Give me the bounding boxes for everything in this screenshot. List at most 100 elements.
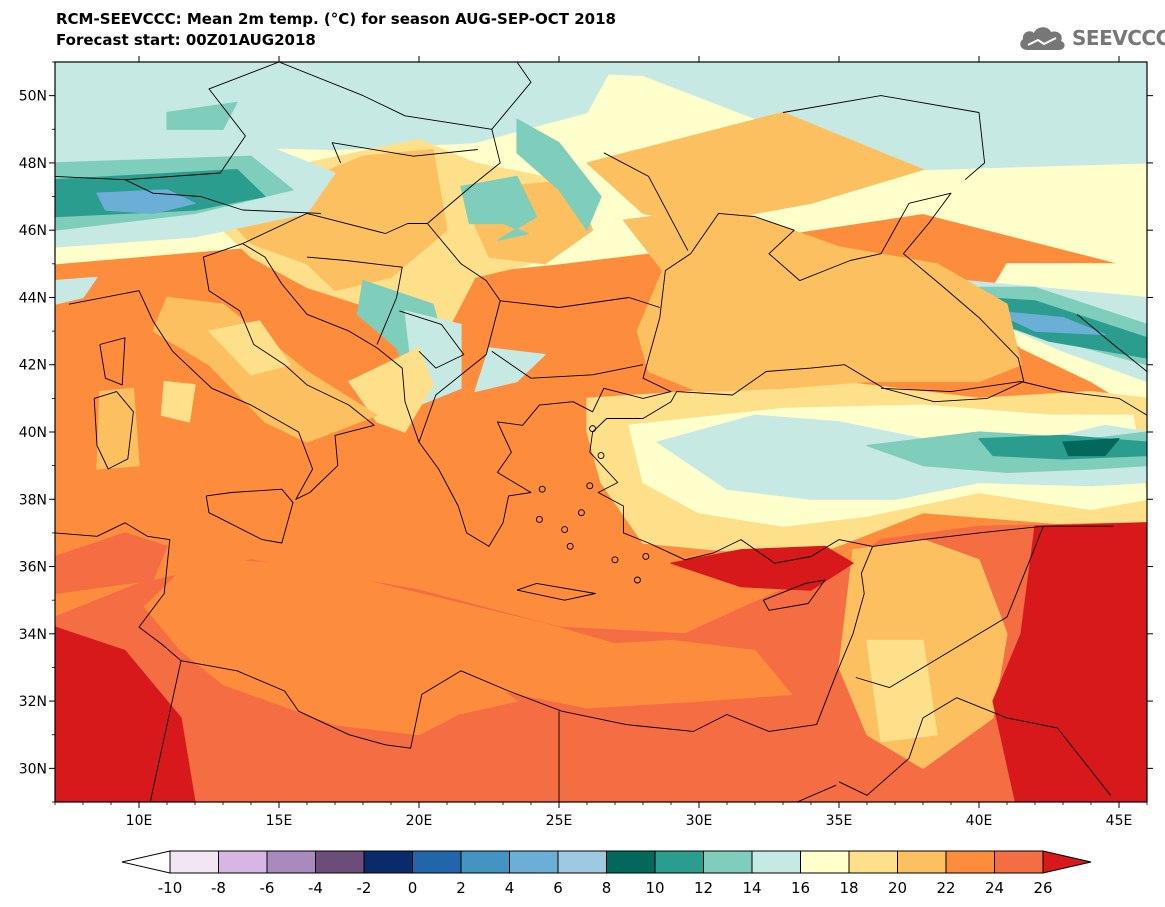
coastline-path — [855, 526, 1044, 689]
island-outline — [538, 485, 546, 493]
colorbar-segment — [848, 850, 898, 874]
colorbar-label: 24 — [985, 879, 1004, 897]
forecast-start-subtitle: Forecast start: 00Z01AUG2018 — [56, 31, 316, 49]
colorbar: -10 -8 -6 -4 -2 0 2 4 6 8 10 12 14 16 18 20 22 24 26 — [121, 850, 1092, 897]
latitude-tick-label: 48N — [19, 156, 47, 172]
coastline-path — [93, 391, 134, 470]
logo-text: SEEVCCC — [1072, 26, 1165, 50]
coastline-path — [205, 488, 294, 544]
longitude-tick-label: 20E — [406, 813, 433, 829]
coastline-path — [558, 711, 837, 802]
colorbar-label: 12 — [694, 879, 713, 897]
cloud-icon — [1020, 27, 1065, 50]
longitude-tick-label: 30E — [686, 813, 713, 829]
colorbar-segment — [266, 850, 316, 874]
latitude-tick-label: 38N — [19, 492, 47, 508]
colorbar-segment — [606, 850, 656, 874]
temperature-contour-region — [992, 522, 1147, 802]
latitude-tick-label: 44N — [19, 290, 47, 306]
temperature-contour-region — [166, 101, 238, 130]
island-outline — [566, 542, 574, 550]
temperature-contour-region — [55, 276, 98, 305]
coastline-path — [500, 297, 660, 308]
coastline-path — [99, 337, 126, 386]
temperature-contour-region — [96, 387, 140, 470]
colorbar-segment — [703, 850, 753, 874]
temperature-contour-region — [424, 680, 518, 719]
island-outline — [589, 425, 597, 433]
longitude-axis: 10E 15E 20E 25E 30E 35E 40E 45E — [54, 56, 1148, 829]
colorbar-label: 22 — [936, 879, 955, 897]
coastline-path — [1076, 313, 1147, 372]
colorbar-segment — [218, 850, 268, 874]
colorbar-label: 0 — [408, 879, 418, 897]
latitude-tick-label: 32N — [19, 694, 47, 710]
longitude-tick-label: 35E — [826, 813, 853, 829]
colorbar-segment — [169, 850, 219, 874]
island-outline — [586, 482, 594, 490]
island-outline — [561, 526, 569, 533]
colorbar-segment — [945, 850, 995, 874]
colorbar-label: 14 — [742, 879, 761, 897]
coastline-path — [55, 192, 1025, 749]
colorbar-label: 8 — [602, 879, 612, 897]
colorbar-under-arrow — [121, 850, 171, 874]
temperature-contour-region — [208, 320, 291, 376]
colorbar-segment — [994, 850, 1044, 874]
colorbar-label: 20 — [888, 879, 907, 897]
latitude-tick-label: 30N — [19, 761, 47, 777]
longitude-tick-label: 15E — [266, 813, 293, 829]
colorbar-segment — [557, 850, 607, 874]
seevccc-logo: SEEVCCC — [1016, 20, 1165, 56]
colorbar-segment — [460, 850, 510, 874]
coastline-path — [838, 697, 1111, 796]
colorbar-label: 16 — [791, 879, 810, 897]
latitude-tick-label: 36N — [19, 560, 47, 576]
colorbar-label: 26 — [1033, 879, 1052, 897]
temperature-contour-region — [144, 555, 793, 736]
colorbar-label: 2 — [456, 879, 466, 897]
colorbar-label: -6 — [260, 879, 275, 897]
coastline-path — [872, 525, 1114, 547]
colorbar-label: -8 — [211, 879, 226, 897]
coastline-path — [242, 62, 532, 245]
coastline-path — [763, 579, 826, 611]
coastline-path — [782, 95, 986, 181]
colorbar-label: 18 — [839, 879, 858, 897]
latitude-tick-label: 50N — [19, 89, 47, 105]
temperature-contour-region — [992, 310, 1106, 336]
island-outline — [633, 576, 641, 584]
temperature-field — [55, 62, 1147, 802]
latitude-tick-label: 40N — [19, 425, 47, 441]
island-outline — [577, 509, 585, 517]
longitude-tick-label: 10E — [126, 813, 153, 829]
coastline-path — [880, 381, 1147, 416]
coastlines-and-borders — [55, 62, 1147, 802]
island-outline — [597, 452, 605, 459]
longitude-tick-label: 45E — [1106, 813, 1133, 829]
map-title: RCM-SEEVCCC: Mean 2m temp. (°C) for seas… — [56, 10, 616, 28]
temperature-contour-region — [55, 532, 168, 595]
longitude-tick-label: 40E — [966, 813, 993, 829]
coastline-path — [55, 175, 322, 214]
colorbar-label: -2 — [357, 879, 372, 897]
temperature-contour-region — [474, 347, 546, 393]
coastline-path — [331, 142, 478, 164]
island-outline — [611, 556, 619, 564]
temperature-contour-region — [222, 148, 448, 292]
temperature-contour-region — [460, 175, 538, 241]
latitude-tick-label: 42N — [19, 358, 47, 374]
temperature-contour-region — [866, 639, 938, 743]
temperature-contour-region — [160, 380, 196, 423]
colorbar-segment — [509, 850, 559, 874]
coastline-path — [306, 256, 403, 345]
colorbar-label: 10 — [645, 879, 664, 897]
island-outline — [642, 553, 650, 560]
coastline-path — [124, 62, 280, 181]
colorbar-segment — [363, 850, 413, 874]
colorbar-label: 4 — [505, 879, 515, 897]
colorbar-segment — [654, 850, 704, 874]
temperature-contour-region — [1062, 438, 1120, 457]
colorbar-label: 6 — [553, 879, 563, 897]
temperature-contour-region — [622, 206, 1022, 393]
